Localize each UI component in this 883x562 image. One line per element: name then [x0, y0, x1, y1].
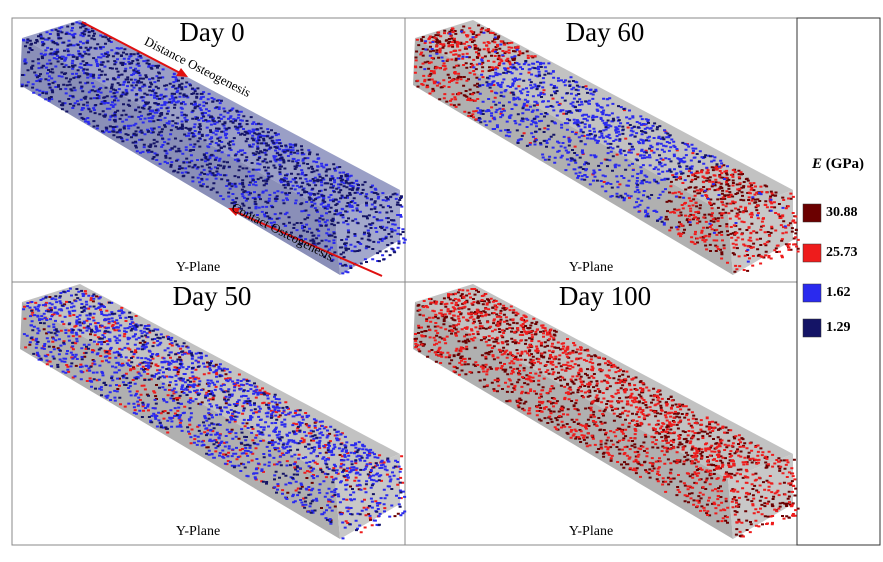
panel-title: Day 0 — [179, 17, 244, 47]
speckles — [414, 288, 798, 538]
panel-title: Day 100 — [559, 281, 651, 311]
legend-symbol: E — [811, 156, 822, 172]
legend-label: 25.73 — [826, 245, 858, 260]
legend-swatch — [802, 243, 822, 263]
legend-label: 1.62 — [826, 285, 851, 300]
box-side — [413, 38, 733, 275]
legend-swatch — [802, 318, 822, 338]
arrow-head — [176, 68, 188, 77]
legend-swatch — [802, 203, 822, 223]
legend-unit: (GPa) — [826, 156, 864, 172]
plane-label: Y-Plane — [569, 260, 613, 275]
speckles — [23, 290, 405, 534]
legend-label: 30.88 — [826, 205, 858, 220]
arrow-line — [233, 210, 383, 277]
panel-title: Day 50 — [173, 281, 252, 311]
panel: Day 60 Y-Plane — [413, 17, 800, 275]
legend-title: E (GPa) — [811, 156, 864, 172]
legend-swatch — [802, 283, 822, 303]
panel: Day 100 Y-Plane — [413, 281, 800, 539]
arrow-line — [81, 21, 183, 75]
box-end — [335, 454, 400, 539]
legend-frame — [796, 17, 881, 546]
plane-label: Y-Plane — [176, 260, 220, 275]
arrow-head — [228, 208, 240, 216]
panel: Day 50 Y-Plane — [20, 281, 407, 540]
panel-title: Day 60 — [566, 17, 645, 47]
legend-label: 1.29 — [826, 320, 851, 335]
plane-label: Y-Plane — [569, 524, 613, 539]
plane-label: Y-Plane — [176, 524, 220, 539]
